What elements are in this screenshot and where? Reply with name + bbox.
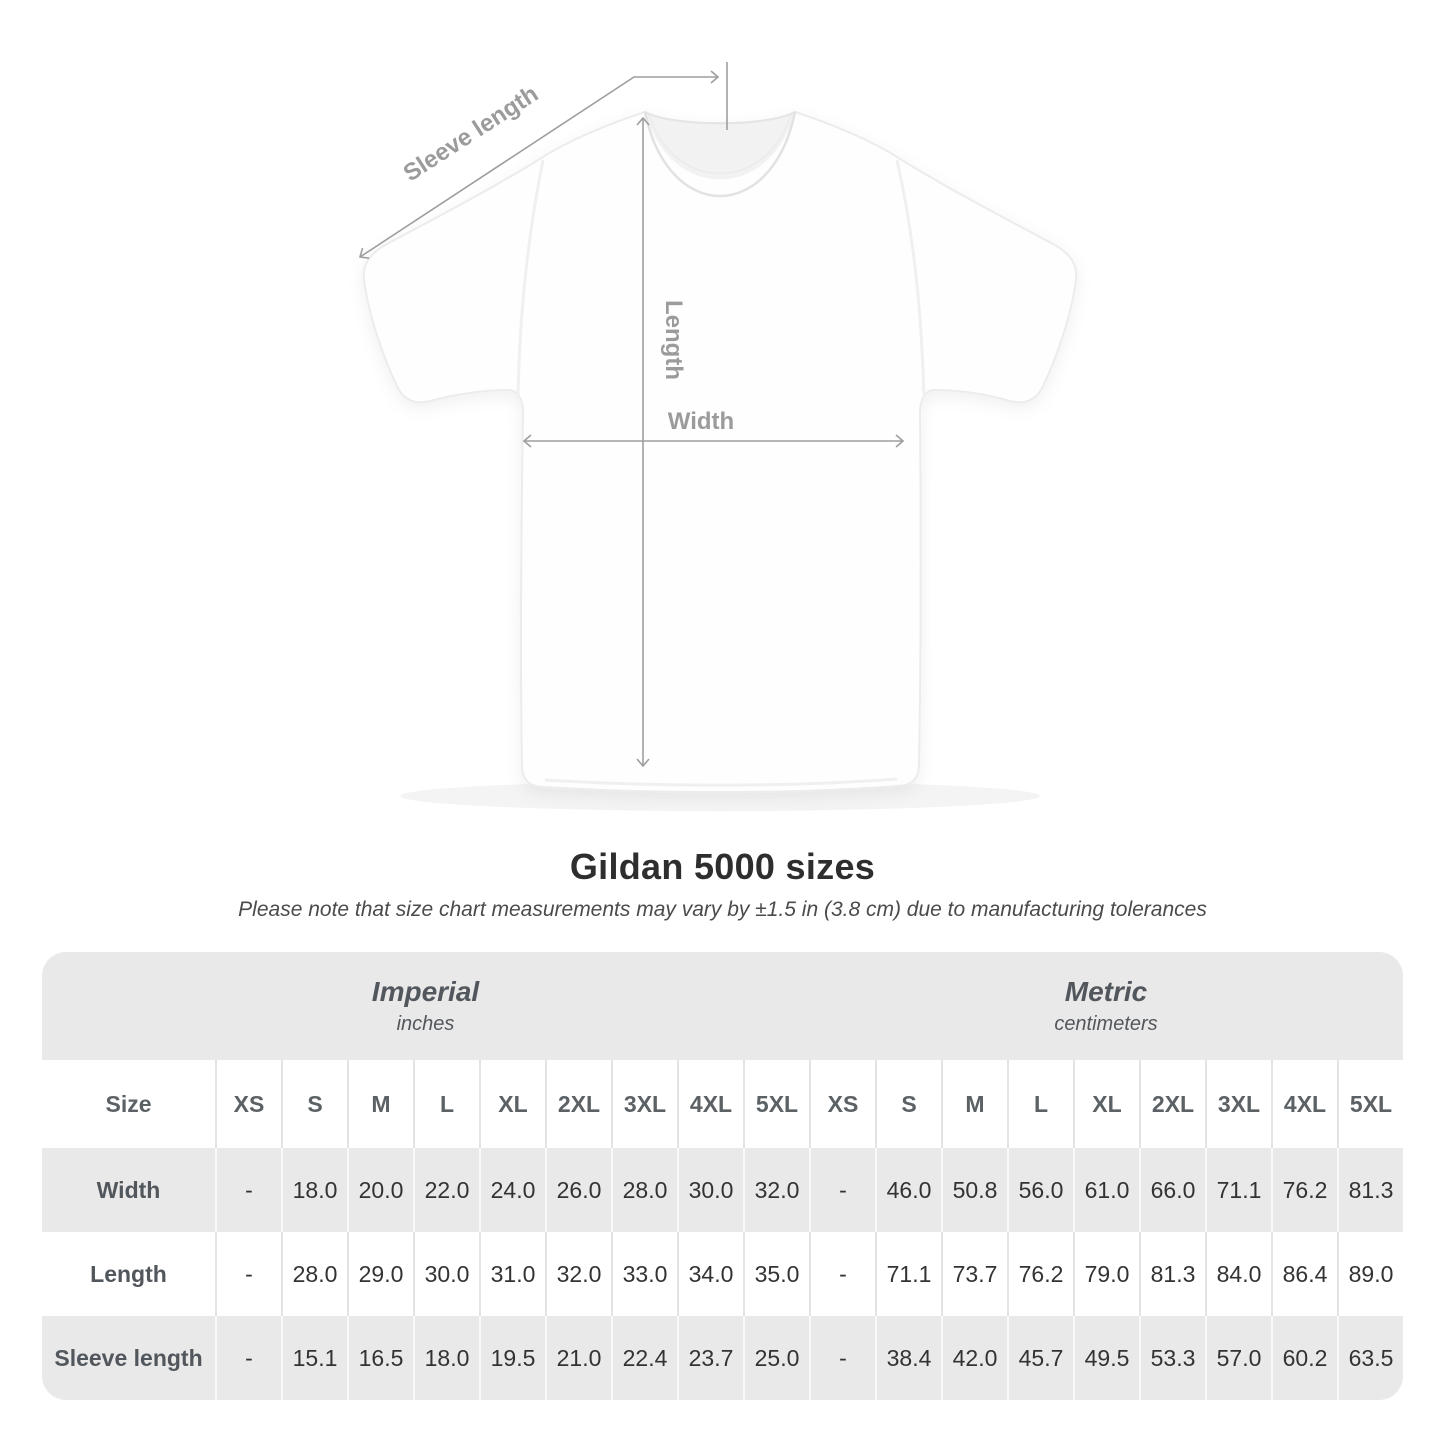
value-cell: 76.2 <box>1007 1232 1073 1316</box>
value-cell: 38.4 <box>875 1316 941 1400</box>
value-cell: 34.0 <box>677 1232 743 1316</box>
metric-group-header: Metric centimeters <box>809 952 1403 1060</box>
value-cell: 32.0 <box>743 1148 809 1232</box>
size-col-header: M <box>941 1060 1007 1148</box>
value-cell: 28.0 <box>611 1148 677 1232</box>
size-col-header: 4XL <box>677 1060 743 1148</box>
value-cell: - <box>215 1232 281 1316</box>
value-cell: 76.2 <box>1271 1148 1337 1232</box>
size-col-header: XL <box>1073 1060 1139 1148</box>
unit-group-band: Imperial inches Metric centimeters <box>42 952 1403 1060</box>
value-cell: 61.0 <box>1073 1148 1139 1232</box>
value-cell: 73.7 <box>941 1232 1007 1316</box>
value-cell: 22.4 <box>611 1316 677 1400</box>
value-cell: 35.0 <box>743 1232 809 1316</box>
size-col-header: L <box>1007 1060 1073 1148</box>
value-cell: - <box>809 1148 875 1232</box>
size-col-header: S <box>875 1060 941 1148</box>
imperial-label: Imperial <box>371 976 480 1007</box>
size-col-header: 4XL <box>1271 1060 1337 1148</box>
tshirt-body <box>362 110 1078 794</box>
value-cell: 60.2 <box>1271 1316 1337 1400</box>
row-label: Width <box>42 1148 215 1232</box>
value-cell: 28.0 <box>281 1232 347 1316</box>
value-cell: 66.0 <box>1139 1148 1205 1232</box>
row-label: Length <box>90 1260 167 1287</box>
value-cell: 29.0 <box>347 1232 413 1316</box>
value-cell: 45.7 <box>1007 1316 1073 1400</box>
width-label: Width <box>668 408 734 435</box>
metric-label: Metric <box>1064 976 1148 1007</box>
value-cell: 31.0 <box>479 1232 545 1316</box>
sleeve-length-arrow <box>358 62 728 259</box>
value-cell: 89.0 <box>1337 1232 1403 1316</box>
size-col-header: 2XL <box>545 1060 611 1148</box>
value-cell: 32.0 <box>545 1232 611 1316</box>
size-col-header: M <box>347 1060 413 1148</box>
value-cell: 84.0 <box>1205 1232 1271 1316</box>
row-label: Sleeve length <box>42 1316 215 1400</box>
page-title: Gildan 5000 sizes <box>569 846 876 887</box>
value-cell: 20.0 <box>347 1148 413 1232</box>
value-cell: 22.0 <box>413 1148 479 1232</box>
value-cell: 79.0 <box>1073 1232 1139 1316</box>
value-cell: 56.0 <box>1007 1148 1073 1232</box>
value-cell: 57.0 <box>1205 1316 1271 1400</box>
imperial-unit: inches <box>396 1013 455 1035</box>
length-label: Length <box>660 300 687 380</box>
right-armhole-seam <box>895 159 926 399</box>
imperial-group-header: Imperial inches <box>42 952 809 1060</box>
value-cell: - <box>809 1316 875 1400</box>
value-cell: 71.1 <box>875 1232 941 1316</box>
value-cell: - <box>215 1316 281 1400</box>
tshirt-measurement-figure: Sleeve length Length Width <box>358 62 1078 811</box>
size-col-header: S <box>281 1060 347 1148</box>
value-cell: 63.5 <box>1337 1316 1403 1400</box>
value-cell: 21.0 <box>545 1316 611 1400</box>
value-cell: 16.5 <box>347 1316 413 1400</box>
value-cell: 71.1 <box>1205 1148 1271 1232</box>
size-chart-table: Imperial inches Metric centimeters Size … <box>42 952 1403 1400</box>
hem-seam <box>544 777 898 787</box>
value-cell: 53.3 <box>1139 1316 1205 1400</box>
value-cell: 49.5 <box>1073 1316 1139 1400</box>
page-subtitle: Please note that size chart measurements… <box>238 898 1207 921</box>
size-col-header: XS <box>809 1060 875 1148</box>
metric-unit: centimeters <box>1054 1013 1158 1035</box>
value-cell: 86.4 <box>1271 1232 1337 1316</box>
size-col-header: 5XL <box>1337 1060 1403 1148</box>
value-cell: 30.0 <box>677 1148 743 1232</box>
value-cell: 18.0 <box>281 1148 347 1232</box>
value-cell: 23.7 <box>677 1316 743 1400</box>
size-col-header: XL <box>479 1060 545 1148</box>
value-cell: 24.0 <box>479 1148 545 1232</box>
value-cell: - <box>215 1148 281 1232</box>
size-col-header: 5XL <box>743 1060 809 1148</box>
value-cell: 19.5 <box>479 1316 545 1400</box>
value-cell: 26.0 <box>545 1148 611 1232</box>
value-cell: 42.0 <box>941 1316 1007 1400</box>
tshirt-illustration: Sleeve length Length Width <box>358 62 1078 811</box>
value-cell: 25.0 <box>743 1316 809 1400</box>
value-cell: 46.0 <box>875 1148 941 1232</box>
value-cell: 81.3 <box>1139 1232 1205 1316</box>
size-col-header: 3XL <box>611 1060 677 1148</box>
value-cell: 33.0 <box>611 1232 677 1316</box>
value-cell: - <box>809 1232 875 1316</box>
size-col-header: 2XL <box>1139 1060 1205 1148</box>
size-table-grid: Size XS S M L XL 2XL 3XL 4XL 5XL XS S M … <box>42 1060 1403 1400</box>
value-cell: 81.3 <box>1337 1148 1403 1232</box>
size-col-header: XS <box>215 1060 281 1148</box>
size-col-header: 3XL <box>1205 1060 1271 1148</box>
size-column-header: Size <box>105 1090 152 1117</box>
value-cell: 18.0 <box>413 1316 479 1400</box>
value-cell: 50.8 <box>941 1148 1007 1232</box>
value-cell: 15.1 <box>281 1316 347 1400</box>
value-cell: 30.0 <box>413 1232 479 1316</box>
size-col-header: L <box>413 1060 479 1148</box>
